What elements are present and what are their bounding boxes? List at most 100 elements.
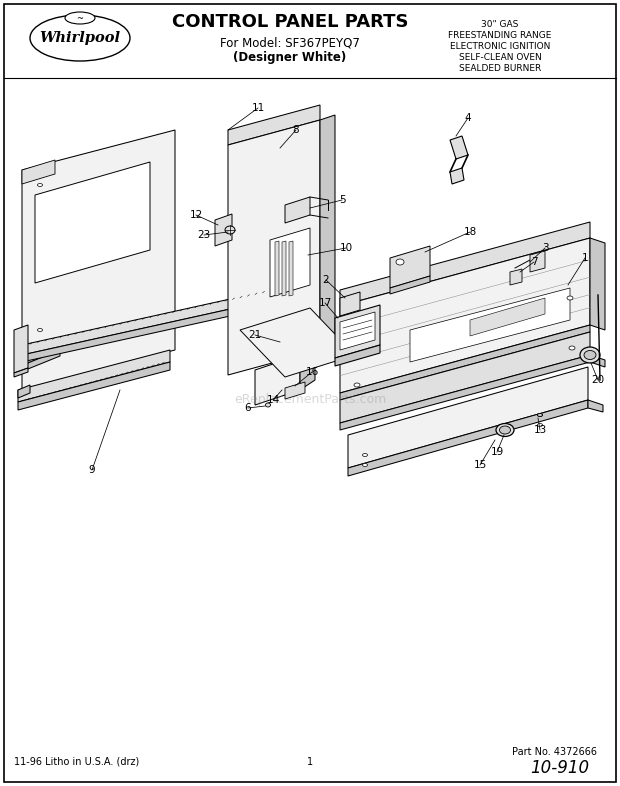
Polygon shape — [14, 325, 28, 373]
Polygon shape — [470, 298, 545, 336]
Polygon shape — [255, 355, 300, 405]
Text: Whirlpool: Whirlpool — [40, 31, 120, 45]
Ellipse shape — [500, 426, 510, 434]
Text: ELECTRONIC IGNITION: ELECTRONIC IGNITION — [450, 42, 550, 51]
Polygon shape — [275, 241, 279, 296]
Polygon shape — [510, 269, 522, 285]
Text: ~: ~ — [76, 14, 84, 24]
Polygon shape — [348, 400, 588, 476]
Polygon shape — [22, 288, 280, 355]
Text: 6: 6 — [245, 403, 251, 413]
Ellipse shape — [580, 347, 600, 363]
Text: SELF-CLEAN OVEN: SELF-CLEAN OVEN — [459, 53, 541, 62]
Ellipse shape — [37, 183, 43, 186]
Polygon shape — [215, 214, 232, 246]
Polygon shape — [390, 276, 430, 294]
Ellipse shape — [357, 333, 363, 337]
Polygon shape — [285, 197, 310, 223]
Polygon shape — [340, 355, 590, 430]
Polygon shape — [18, 343, 60, 367]
Text: 23: 23 — [197, 230, 211, 240]
Polygon shape — [340, 238, 590, 393]
Polygon shape — [340, 332, 590, 423]
Ellipse shape — [291, 385, 298, 391]
Ellipse shape — [584, 351, 596, 359]
Polygon shape — [450, 168, 464, 184]
Polygon shape — [590, 355, 605, 367]
Text: 3: 3 — [542, 243, 548, 253]
Ellipse shape — [396, 259, 404, 265]
Text: 17: 17 — [319, 298, 332, 308]
Polygon shape — [450, 136, 468, 159]
Polygon shape — [35, 162, 150, 283]
Text: 7: 7 — [531, 257, 538, 267]
Ellipse shape — [225, 226, 235, 234]
Text: Part No. 4372666: Part No. 4372666 — [513, 747, 598, 757]
Text: (Designer White): (Designer White) — [233, 52, 347, 64]
Ellipse shape — [363, 464, 368, 467]
Polygon shape — [228, 120, 320, 375]
Ellipse shape — [30, 15, 130, 61]
Ellipse shape — [567, 296, 573, 300]
Polygon shape — [348, 367, 588, 468]
Polygon shape — [240, 308, 355, 377]
Polygon shape — [228, 105, 320, 145]
Polygon shape — [335, 305, 380, 358]
Ellipse shape — [354, 383, 360, 387]
Ellipse shape — [538, 424, 542, 427]
Text: 9: 9 — [89, 465, 95, 475]
Text: 16: 16 — [306, 367, 319, 377]
Polygon shape — [282, 241, 286, 296]
Polygon shape — [335, 345, 380, 366]
Text: eReplacementParts.com: eReplacementParts.com — [234, 394, 386, 406]
Text: 13: 13 — [533, 425, 547, 435]
Polygon shape — [285, 382, 305, 399]
Ellipse shape — [496, 424, 514, 436]
Polygon shape — [340, 292, 360, 316]
Ellipse shape — [538, 413, 542, 417]
Ellipse shape — [363, 454, 368, 457]
Text: 15: 15 — [474, 460, 487, 470]
Polygon shape — [289, 241, 293, 296]
Text: 11: 11 — [251, 103, 265, 113]
Polygon shape — [340, 325, 590, 400]
Text: 2: 2 — [322, 275, 329, 285]
Text: 10-910: 10-910 — [531, 759, 590, 777]
Text: 4: 4 — [464, 113, 471, 123]
Text: 1: 1 — [307, 757, 313, 767]
Text: 11-96 Litho in U.S.A. (drz): 11-96 Litho in U.S.A. (drz) — [14, 757, 140, 767]
Polygon shape — [18, 385, 30, 398]
Text: CONTROL PANEL PARTS: CONTROL PANEL PARTS — [172, 13, 408, 31]
Text: FREESTANDING RANGE: FREESTANDING RANGE — [448, 31, 552, 40]
Polygon shape — [390, 246, 430, 288]
Ellipse shape — [538, 413, 542, 417]
Text: 30" GAS: 30" GAS — [481, 20, 519, 29]
Ellipse shape — [569, 346, 575, 350]
Text: 20: 20 — [591, 375, 604, 385]
Ellipse shape — [265, 403, 270, 407]
Polygon shape — [18, 362, 170, 410]
Polygon shape — [340, 312, 375, 350]
Text: 19: 19 — [490, 447, 503, 457]
Text: SEALDED BURNER: SEALDED BURNER — [459, 64, 541, 73]
Polygon shape — [14, 368, 28, 377]
Polygon shape — [18, 350, 170, 402]
Polygon shape — [320, 115, 335, 350]
Text: 14: 14 — [267, 395, 280, 405]
Text: 1: 1 — [582, 253, 588, 263]
Polygon shape — [588, 400, 603, 412]
Polygon shape — [410, 288, 570, 362]
Polygon shape — [300, 350, 315, 390]
Polygon shape — [590, 238, 605, 330]
Polygon shape — [530, 251, 545, 272]
Ellipse shape — [37, 329, 43, 332]
Text: 18: 18 — [463, 227, 477, 237]
Text: 8: 8 — [293, 125, 299, 135]
Text: 10: 10 — [339, 243, 353, 253]
Polygon shape — [22, 298, 280, 362]
Polygon shape — [22, 160, 55, 184]
Text: 5: 5 — [339, 195, 345, 205]
Text: 12: 12 — [189, 210, 203, 220]
Text: For Model: SF367PEYQ7: For Model: SF367PEYQ7 — [220, 36, 360, 50]
Polygon shape — [18, 357, 26, 367]
